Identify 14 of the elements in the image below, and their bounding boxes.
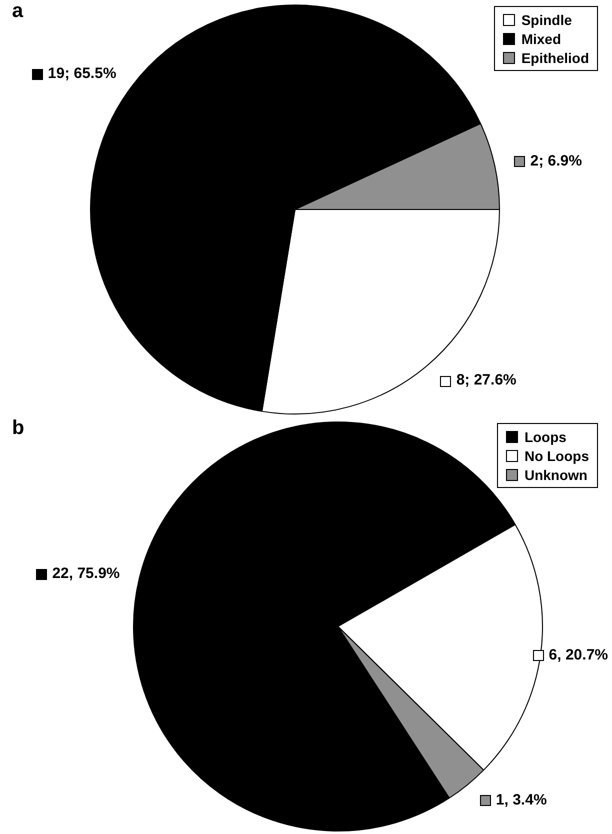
legend-label: Loops <box>524 428 566 444</box>
legend-label: Spindle <box>521 12 572 28</box>
legend-label: Mixed <box>521 30 562 46</box>
data-label: 8; 27.6% <box>456 372 516 389</box>
legend-label: No Loops <box>524 448 589 464</box>
legend-label: Epitheliod <box>521 50 589 66</box>
legend-label: Unknown <box>524 466 588 482</box>
data-label: 6, 20.7% <box>548 646 608 664</box>
data-label: 19; 65.5% <box>48 64 116 82</box>
data-label: 1, 3.4% <box>496 792 547 809</box>
chart-title: a <box>12 0 24 23</box>
data-label: 22, 75.9% <box>52 565 120 582</box>
data-label: 2; 6.9% <box>530 152 582 170</box>
chart-title: b <box>12 417 24 440</box>
